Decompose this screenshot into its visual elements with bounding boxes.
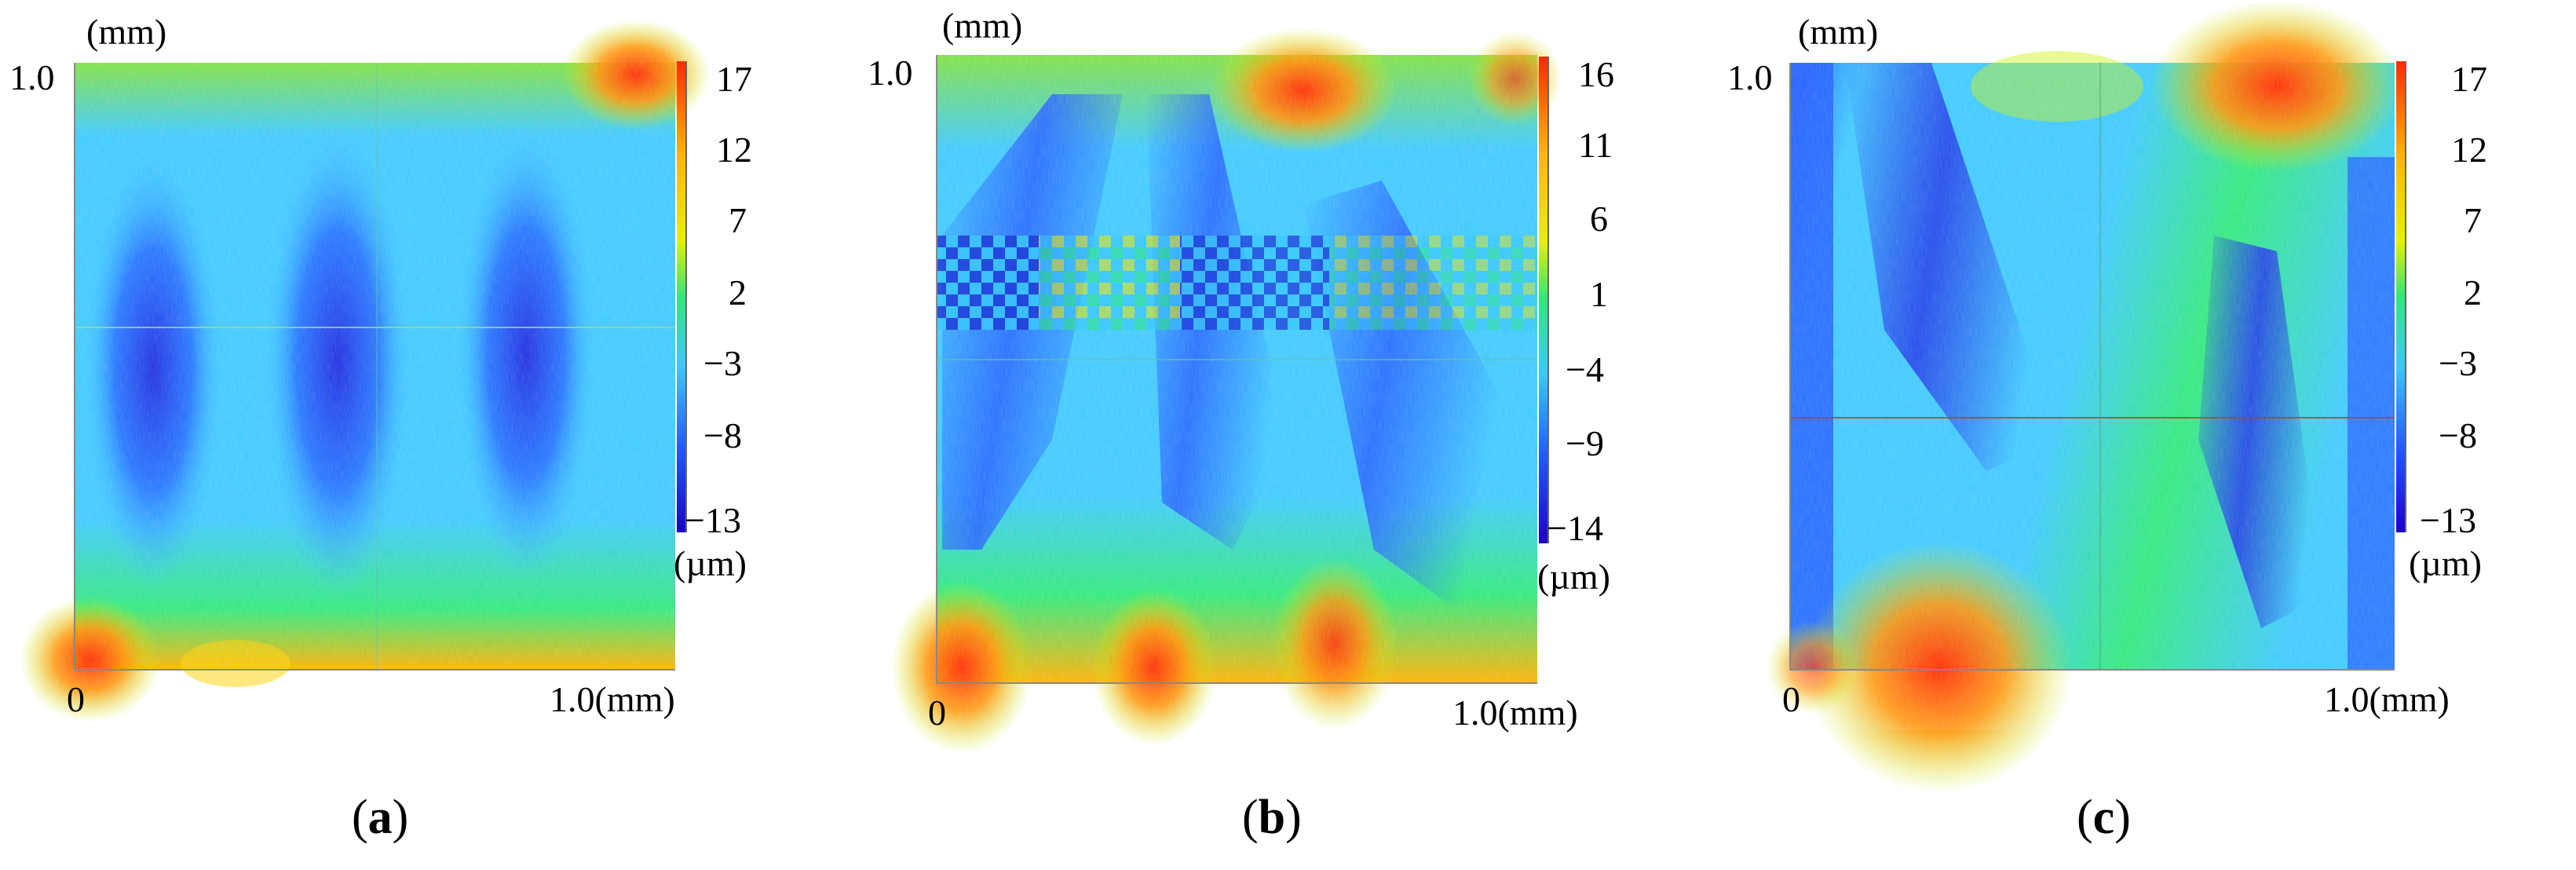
colorbar-tick-c-0: 17	[2451, 59, 2487, 99]
colorbar-unit-b: (µm)	[1537, 557, 1610, 597]
panel-c: (mm) 1.0 0 1.0(mm) 17 12 7 2 −3 −8 −13 (…	[1727, 0, 2576, 870]
surface-map-b	[891, 27, 1562, 754]
y-max-label-a: 1.0	[9, 57, 55, 97]
colorbar-a	[677, 61, 686, 532]
caption-a: (a)	[352, 791, 409, 844]
caption-b: (b)	[1242, 791, 1302, 844]
x-max-label-b: 1.0(mm)	[1452, 693, 1578, 733]
colorbar-tick-c-6: −13	[2420, 500, 2476, 540]
colorbar-tick-c-1: 12	[2451, 130, 2487, 170]
colorbar-b	[1539, 57, 1548, 543]
y-unit-label-a: (mm)	[86, 12, 167, 52]
colorbar-unit-a: (µm)	[674, 543, 747, 583]
colorbar-tick-a-2: 7	[729, 200, 747, 240]
colorbar-tick-c-5: −8	[2439, 415, 2477, 455]
x-max-label-a: 1.0(mm)	[550, 679, 675, 719]
surface-map-c	[1767, 0, 2406, 793]
colorbar-tick-a-4: −3	[703, 343, 742, 383]
colorbar-tick-b-0: 16	[1578, 54, 1614, 94]
colorbar-tick-c-4: −3	[2439, 343, 2477, 383]
colorbar-tick-a-1: 12	[716, 130, 752, 170]
colorbar-tick-b-3: 1	[1590, 274, 1608, 314]
panel-a: (mm) 1.0 0 1.0(mm) 17 12 7 2 −3 −8 −13 (…	[0, 0, 864, 870]
colorbar-tick-a-3: 2	[729, 272, 747, 313]
x-origin-label-b: 0	[928, 693, 946, 733]
colorbar-tick-c-2: 7	[2464, 200, 2482, 240]
y-max-label-b: 1.0	[868, 53, 913, 93]
surface-map-a	[20, 20, 711, 722]
colorbar-tick-a-6: −13	[685, 500, 741, 540]
colorbar-tick-b-1: 11	[1578, 125, 1613, 165]
colorbar-tick-a-5: −8	[703, 415, 742, 455]
colorbar-tick-b-2: 6	[1590, 199, 1608, 239]
colorbar-tick-b-6: −14	[1547, 508, 1603, 548]
caption-c: (c)	[2077, 791, 2131, 844]
x-max-label-c: 1.0(mm)	[2324, 679, 2450, 719]
x-origin-label-a: 0	[67, 679, 85, 719]
y-unit-label-c: (mm)	[1798, 12, 1879, 52]
colorbar-tick-a-0: 17	[716, 59, 752, 99]
x-origin-label-c: 0	[1782, 679, 1800, 719]
colorbar-tick-b-5: −9	[1566, 423, 1604, 463]
colorbar-c	[2396, 61, 2406, 532]
colorbar-tick-b-4: −4	[1566, 349, 1604, 389]
panel-b: (mm) 1.0 0 1.0(mm) 16 11 6 1 −4 −9 −14 (…	[864, 0, 1727, 870]
y-max-label-c: 1.0	[1727, 57, 1773, 97]
y-unit-label-b: (mm)	[942, 5, 1023, 46]
colorbar-unit-c: (µm)	[2409, 543, 2482, 583]
colorbar-tick-c-3: 2	[2464, 272, 2482, 313]
